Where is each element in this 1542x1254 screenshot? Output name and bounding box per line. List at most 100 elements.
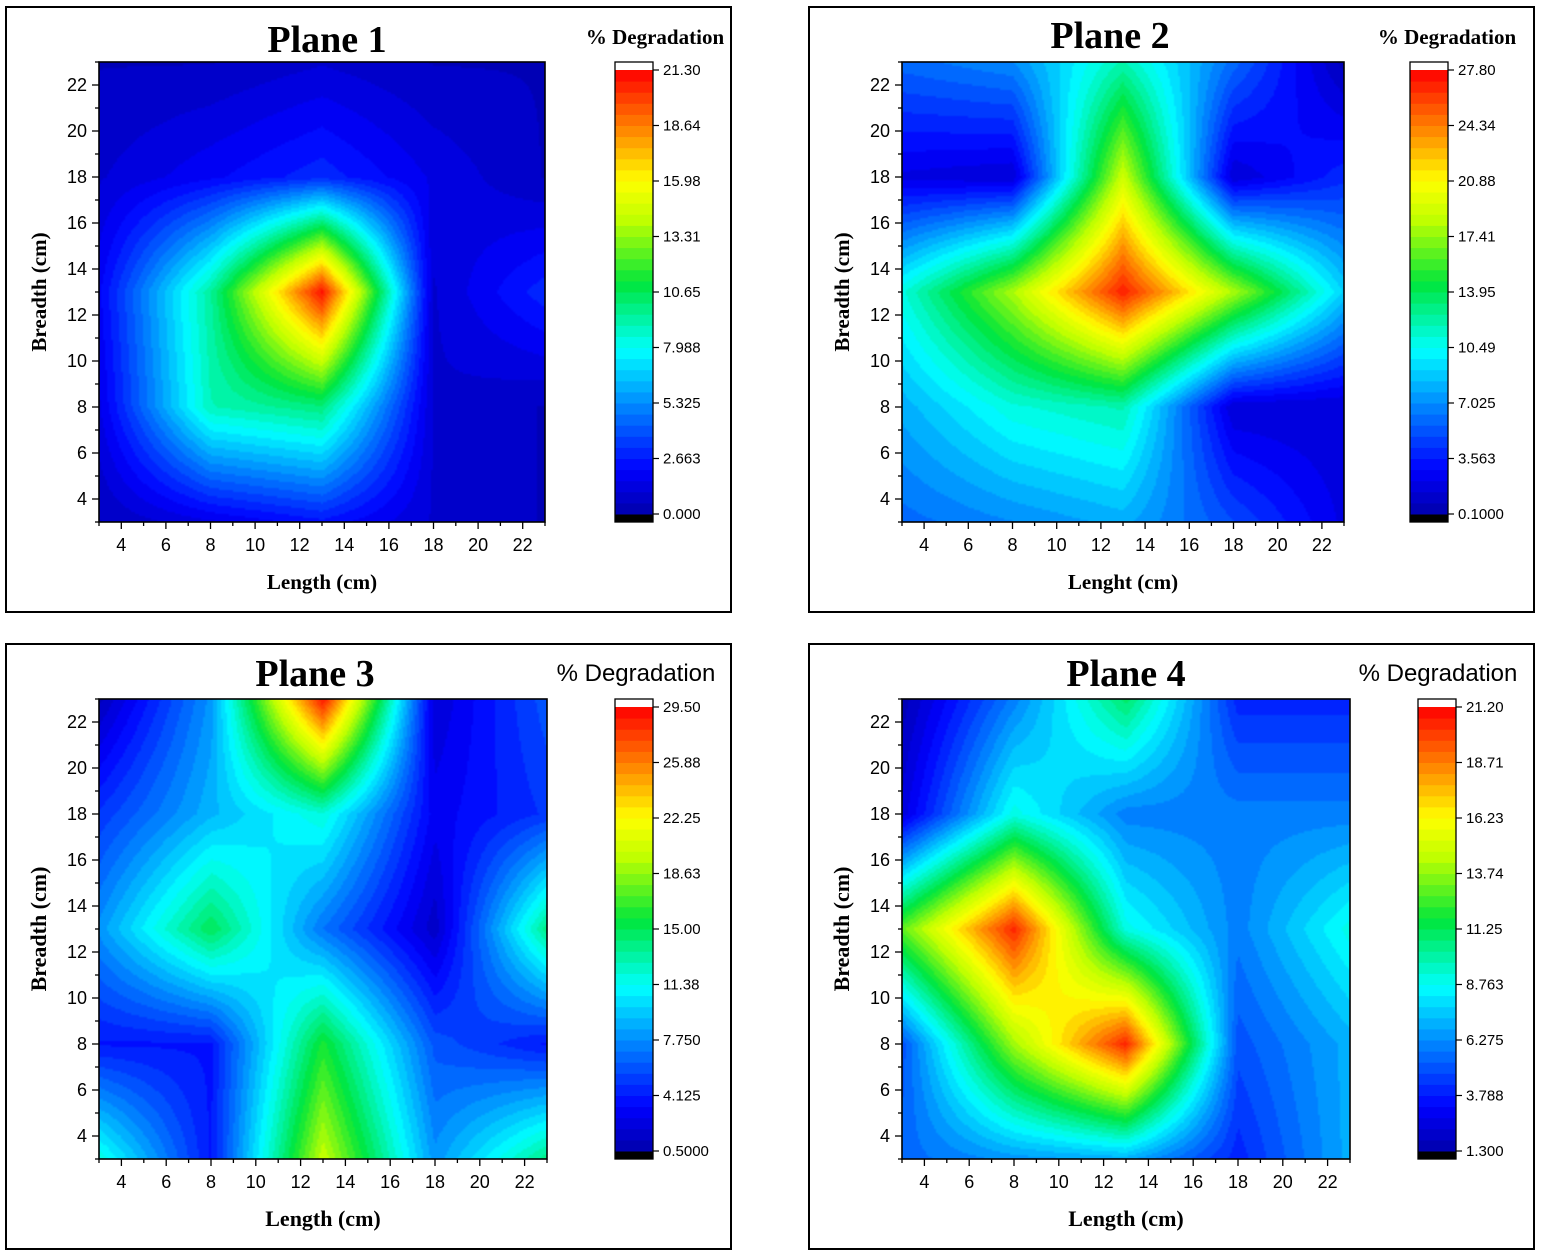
colorbar-band	[615, 707, 653, 719]
x-tick-label: 22	[1312, 535, 1332, 555]
x-axis-label: Length (cm)	[1068, 1206, 1183, 1231]
colorbar-tick-label: 10.65	[663, 284, 701, 301]
colorbar-band	[1418, 884, 1456, 897]
x-axis-label: Length (cm)	[267, 570, 377, 594]
x-tick-label: 12	[290, 535, 310, 555]
x-tick-label: 14	[1135, 535, 1155, 555]
colorbar-band	[1410, 70, 1448, 82]
y-tick-label: 6	[77, 1080, 87, 1100]
colorbar-tick-label: 13.31	[663, 229, 701, 246]
colorbar-band	[615, 795, 653, 808]
colorbar-band	[615, 962, 653, 974]
x-tick-label: 12	[1094, 1172, 1114, 1192]
colorbar-band	[1410, 247, 1448, 260]
colorbar-tick-label: 17.41	[1458, 229, 1496, 246]
y-tick-label: 8	[880, 397, 890, 417]
colorbar-tick-label: 0.1000	[1458, 506, 1504, 523]
colorbar-band	[1418, 962, 1456, 974]
y-tick-label: 20	[67, 121, 87, 141]
colorbar-band	[1418, 1051, 1456, 1063]
colorbar-band	[615, 70, 653, 82]
colorbar-band	[1410, 447, 1448, 459]
x-axis-label: Lenght (cm)	[1068, 570, 1178, 594]
colorbar-band	[1410, 236, 1448, 249]
x-tick-label: 18	[425, 1172, 445, 1192]
colorbar-band	[1418, 773, 1456, 786]
x-tick-label: 6	[161, 535, 171, 555]
x-tick-label: 14	[335, 1172, 355, 1192]
y-axis-label: Breadth (cm)	[829, 867, 854, 992]
colorbar-band	[615, 303, 653, 315]
colorbar-band	[1410, 391, 1448, 404]
colorbar-band	[615, 436, 653, 448]
colorbar-band	[615, 906, 653, 919]
y-tick-label: 8	[77, 397, 87, 417]
colorbar-band	[615, 884, 653, 897]
colorbar-band	[1418, 1128, 1456, 1141]
colorbar-tick-label: 11.25	[1466, 921, 1502, 938]
colorbar-band	[615, 480, 653, 493]
colorbar-band	[1410, 369, 1448, 382]
colorbar-band	[1410, 181, 1448, 193]
y-tick-label: 10	[870, 988, 890, 1008]
colorbar-band	[615, 784, 653, 797]
colorbar-band	[1410, 225, 1448, 237]
x-tick-label: 8	[1007, 535, 1017, 555]
colorbar-band	[615, 258, 653, 271]
x-tick-label: 20	[1268, 535, 1288, 555]
chart-title: Plane 3	[255, 653, 374, 695]
x-tick-label: 6	[161, 1172, 171, 1192]
y-tick-label: 22	[67, 75, 87, 95]
y-tick-label: 12	[67, 942, 87, 962]
colorbar-band	[1418, 1139, 1456, 1152]
colorbar-tick-label: 16.23	[1466, 810, 1504, 827]
colorbar-tick-label: 20.88	[1458, 173, 1496, 190]
colorbar-band	[615, 1006, 653, 1019]
colorbar-band	[1410, 358, 1448, 371]
colorbar-band	[1410, 380, 1448, 393]
colorbar-band	[615, 818, 653, 830]
colorbar-tick-label: 13.74	[1466, 866, 1504, 883]
colorbar-band	[1410, 491, 1448, 504]
colorbar-band	[615, 1017, 653, 1030]
colorbar-band	[615, 347, 653, 360]
y-tick-label: 10	[67, 988, 87, 1008]
x-axis-label: Length (cm)	[265, 1206, 380, 1231]
colorbar-tick-label: 7.988	[663, 340, 701, 357]
colorbar-band	[1418, 1106, 1456, 1119]
y-tick-label: 20	[870, 758, 890, 778]
colorbar-tick-label: 4.125	[663, 1088, 701, 1105]
colorbar-band	[615, 425, 653, 437]
chart-title: Plane 2	[1050, 15, 1169, 57]
colorbar-band	[1418, 906, 1456, 919]
colorbar-band	[615, 873, 653, 886]
colorbar-band	[1418, 895, 1456, 908]
colorbar-band	[615, 762, 653, 775]
colorbar-tick-label: 13.95	[1458, 284, 1496, 301]
x-tick-label: 8	[1009, 1172, 1019, 1192]
chart-svg: Plane 4 4 6 8 10 12 14 16 18 20 22 4 6 8 10 12 14 16 18 20 2…	[829, 653, 1517, 1231]
colorbar-band	[1410, 81, 1448, 93]
colorbar-band	[1410, 136, 1448, 149]
x-tick-label: 22	[1318, 1172, 1338, 1192]
x-tick-label: 10	[1047, 535, 1067, 555]
colorbar-band	[615, 292, 653, 304]
colorbar-band	[615, 718, 653, 730]
y-tick-label: 18	[870, 167, 890, 187]
y-tick-label: 14	[870, 259, 890, 279]
x-tick-label: 16	[1183, 1172, 1203, 1192]
colorbar-band	[1418, 973, 1456, 985]
colorbar-tick-label: 24.34	[1458, 118, 1496, 135]
y-tick-label: 4	[880, 489, 890, 509]
x-tick-label: 22	[513, 535, 533, 555]
colorbar-band	[1418, 718, 1456, 730]
colorbar-tick-label: 18.64	[663, 118, 701, 135]
colorbar-band	[1418, 995, 1456, 1008]
colorbar-band	[615, 469, 653, 482]
colorbar-band	[1418, 840, 1456, 852]
y-tick-label: 16	[870, 850, 890, 870]
colorbar-band	[615, 1095, 653, 1108]
colorbar-band	[615, 806, 653, 819]
colorbar-band	[615, 114, 653, 126]
chart-title: Plane 4	[1066, 653, 1185, 695]
